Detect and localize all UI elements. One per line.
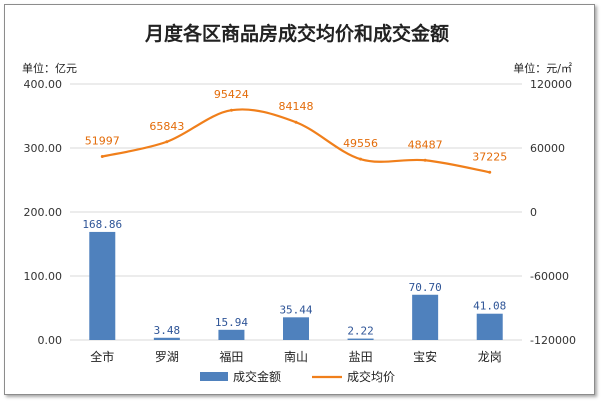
left-tick-label: 300.00 [24,142,63,155]
bar-data-label: 35.44 [279,303,312,316]
left-tick-label: 200.00 [24,206,63,219]
chart-title: 月度各区商品房成交均价和成交金额 [144,22,449,45]
bar [476,313,503,340]
right-tick-label: 0 [530,206,537,219]
line-point [229,108,233,112]
category-label: 盐田 [349,350,373,364]
bar-data-label: 3.48 [154,324,181,337]
right-tick-label: 60000 [530,142,565,155]
left-tick-label: 100.00 [24,270,63,283]
bar-data-label: 41.08 [473,300,506,313]
legend-line-label: 成交均价 [347,369,395,384]
line-series: 51997 65843 95424 84148 49556 48487 37225 [85,88,507,174]
category-label: 龙岗 [478,350,502,364]
legend: 成交金额 成交均价 [200,369,395,384]
category-label: 罗湖 [155,349,179,364]
bar [412,294,439,340]
bar [347,338,374,340]
bar-data-label: 70.70 [409,281,442,294]
bar [283,317,309,340]
category-labels: 全市 罗湖 福田 南山 盐田 宝安 龙岗 [90,349,501,364]
right-tick-label: -60000 [530,270,569,283]
bar-data-label: 168.86 [82,218,122,231]
category-label: 福田 [219,349,243,364]
bar-data-label: 15.94 [215,316,248,329]
line-point [359,157,363,161]
category-label: 南山 [284,349,308,364]
line-point [488,170,492,174]
left-axis-ticks: 0.00 100.00 200.00 300.00 400.00 [24,78,63,347]
gridlines [70,83,522,341]
left-axis-unit: 单位：亿元 [22,61,77,75]
line-data-label: 51997 [85,135,120,148]
bar [153,337,180,340]
line-data-label: 48487 [408,138,443,151]
bar [218,329,245,340]
right-tick-label: 120000 [530,78,572,91]
bar-data-label: 2.22 [347,325,374,338]
line-data-label: 49556 [343,137,378,150]
legend-bar-swatch [200,372,228,381]
bar [89,231,116,340]
right-axis-unit: 单位：元/㎡ [513,61,572,75]
category-label: 宝安 [413,349,437,364]
right-axis-ticks: -120000 -60000 0 60000 120000 [530,78,576,347]
left-tick-label: 0.00 [38,334,63,347]
line-point [423,158,427,162]
line-data-label: 65843 [149,120,184,133]
bar-series: 168.86 3.48 15.94 35.44 2.22 70.70 41.08 [82,218,506,340]
line-data-label: 95424 [214,88,249,101]
line-point [165,140,169,144]
category-label: 全市 [90,349,114,364]
left-tick-label: 400.00 [24,78,63,91]
line-data-label: 37225 [472,150,507,163]
line-data-label: 84148 [279,100,314,113]
line-point [100,155,104,159]
right-tick-label: -120000 [530,334,576,347]
line-point [294,120,298,124]
legend-bar-label: 成交金额 [233,369,281,384]
